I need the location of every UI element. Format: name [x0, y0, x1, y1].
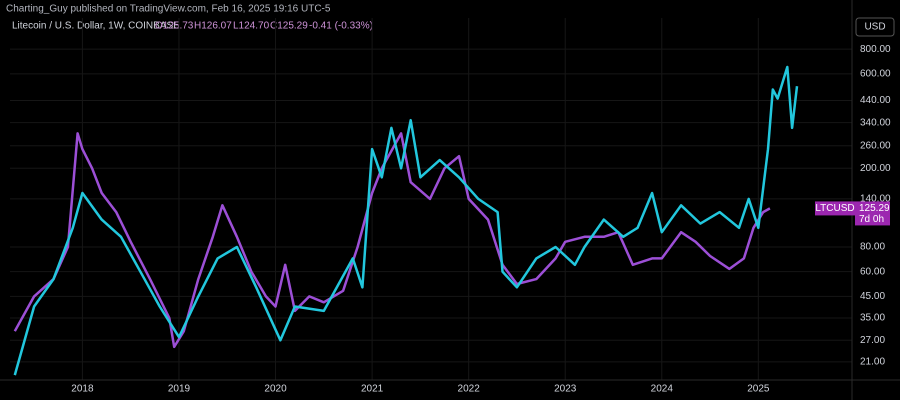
x-tick-label: 2018: [71, 384, 94, 395]
price-line: [13, 65, 799, 376]
y-tick-label: 45.00: [860, 291, 885, 302]
x-tick-label: 2022: [458, 384, 481, 395]
x-tick-label: 2025: [747, 384, 770, 395]
y-tick-label: 35.00: [860, 313, 885, 324]
x-tick-label: 2023: [554, 384, 577, 395]
price-label-box: [815, 201, 855, 216]
y-tick-label: 600.00: [860, 69, 891, 80]
y-tick-label: 60.00: [860, 266, 885, 277]
y-tick-label: 340.00: [860, 117, 891, 128]
x-tick-label: 2021: [361, 384, 384, 395]
y-tick-label: 140.00: [860, 194, 891, 205]
x-tick-label: 2020: [264, 384, 287, 395]
y-tick-label: 440.00: [860, 95, 891, 106]
currency[interactable]: USD: [864, 22, 885, 33]
y-tick-label: 80.00: [860, 242, 885, 253]
x-tick-label: 2019: [168, 384, 191, 395]
y-tick-label: 800.00: [860, 44, 891, 55]
y-tick-label: 27.00: [860, 335, 885, 346]
ohlc-change: -0.41 (-0.33%): [309, 21, 373, 32]
ohlc-open: O125.73: [155, 21, 194, 32]
currency-box[interactable]: [855, 17, 895, 37]
x-tick-label: 2024: [651, 384, 674, 395]
publisher: Charting_Guy published on TradingView.co…: [6, 4, 331, 15]
price-label-countdown: 7d 0h: [859, 214, 884, 225]
y-tick-label: 200.00: [860, 163, 891, 174]
ohlc-high: H126.07: [194, 21, 232, 32]
price-label-value: 125.29: [859, 203, 890, 214]
price-label-symbol: LTCUSD: [815, 203, 854, 214]
y-tick-label: 260.00: [860, 140, 891, 151]
symbol: Litecoin / U.S. Dollar, 1W, COINBASE: [12, 21, 180, 32]
y-tick-label: 21.00: [860, 356, 885, 367]
ohlc-low: L124.70: [233, 21, 270, 32]
price-line: [13, 132, 771, 349]
ohlc-close: C125.29: [270, 21, 308, 32]
price-label-box: [855, 201, 890, 226]
